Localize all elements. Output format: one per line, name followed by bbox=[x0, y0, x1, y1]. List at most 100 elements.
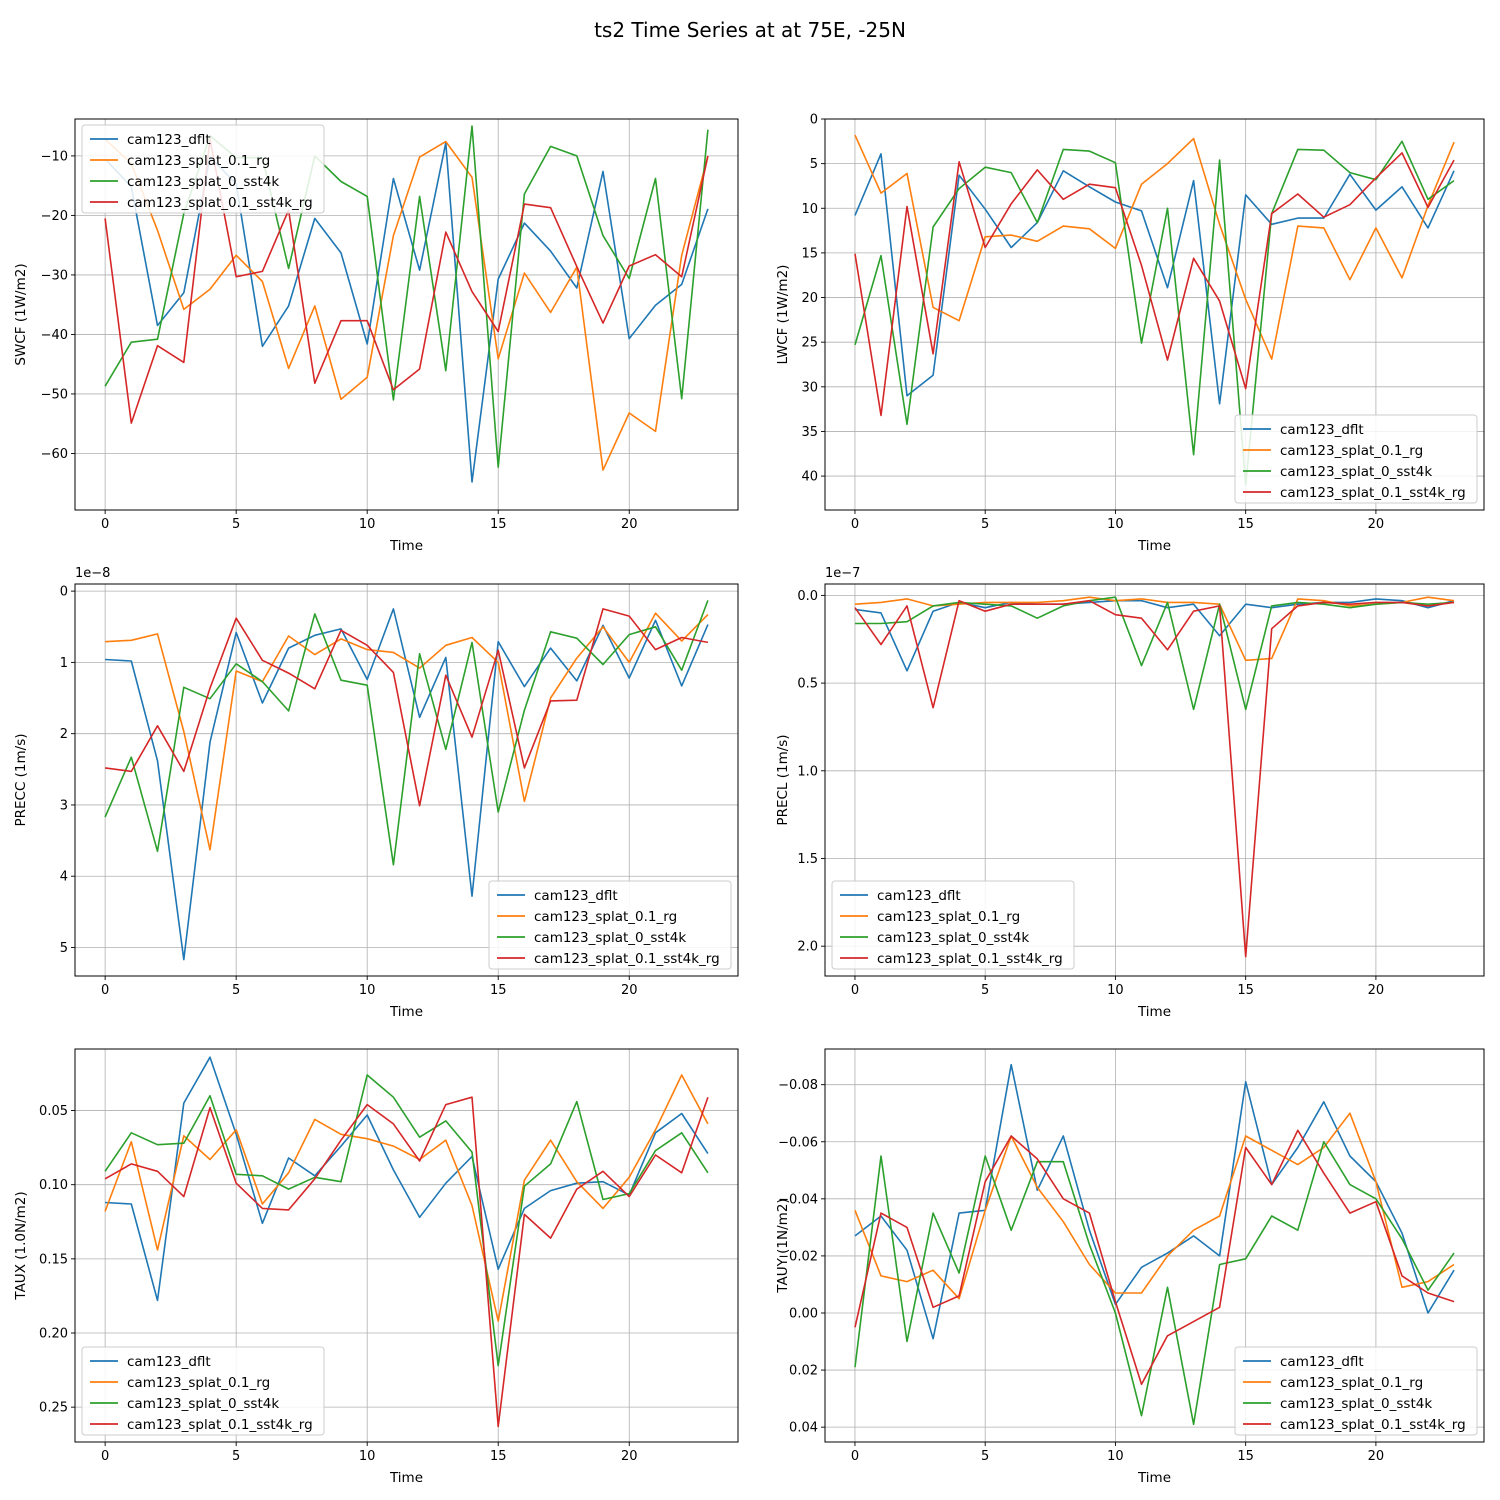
x-tick-label: 5 bbox=[981, 983, 989, 998]
axes-frame bbox=[824, 118, 1485, 511]
y-tick-label: 0 bbox=[60, 585, 68, 600]
x-tick-label: 20 bbox=[1368, 1449, 1385, 1464]
x-tick-label: 15 bbox=[1237, 1449, 1254, 1464]
legend-entry-label: cam123_splat_0_sst4k bbox=[127, 174, 279, 190]
series-line-cam123_splat_0_sst4k bbox=[104, 600, 709, 866]
axes-frame bbox=[824, 1048, 1485, 1443]
y-offset-label: 1e−8 bbox=[75, 566, 110, 581]
y-tick-label: 0.00 bbox=[789, 1306, 818, 1321]
y-axis-label: PRECC (1m/s) bbox=[13, 733, 29, 826]
y-tick-label: 20 bbox=[801, 291, 818, 306]
figure-title: ts2 Time Series at at 75E, -25N bbox=[594, 18, 906, 42]
legend-entry-label: cam123_splat_0.1_rg bbox=[127, 153, 270, 169]
legend-entry-label: cam123_splat_0_sst4k bbox=[877, 930, 1029, 946]
x-tick-label: 0 bbox=[101, 1449, 109, 1464]
subplot-1: 0 5 10 15 20 −10 −20 −30 −40 −50 −60 Time SWCF (1W/m… bbox=[13, 118, 739, 554]
y-axis-label: PRECL (1m/s) bbox=[775, 734, 791, 825]
y-tick-label: 1.0 bbox=[797, 764, 818, 779]
y-tick-label: 30 bbox=[801, 380, 818, 395]
series-line-cam123_splat_0.1_rg bbox=[854, 596, 1455, 662]
y-tick-label: −0.02 bbox=[778, 1249, 818, 1264]
series-line-cam123_splat_0.1_rg bbox=[105, 612, 709, 851]
x-tick-label: 10 bbox=[1107, 983, 1124, 998]
legend-box bbox=[1234, 1346, 1478, 1436]
legend-entry-label: cam123_splat_0.1_sst4k_rg bbox=[127, 195, 313, 211]
x-axis-label: Time bbox=[389, 538, 423, 554]
y-tick-label: 0 bbox=[810, 113, 818, 128]
y-tick-label: 2 bbox=[60, 727, 68, 742]
y-tick-label: 0.10 bbox=[39, 1178, 68, 1193]
y-axis-label: SWCF (1W/m2) bbox=[13, 263, 29, 365]
x-tick-label: 5 bbox=[232, 983, 240, 998]
y-offset-label: 1e−7 bbox=[825, 566, 860, 581]
subplot-5: 0 5 10 15 20 0.05 0.10 0.15 0.20 0.25 Time TAUX (1.… bbox=[13, 1048, 739, 1486]
x-tick-label: 10 bbox=[1107, 517, 1124, 532]
axes-frame bbox=[824, 583, 1485, 977]
y-tick-label: 0.25 bbox=[39, 1401, 68, 1416]
legend-entry-label: cam123_splat_0.1_sst4k_rg bbox=[877, 951, 1063, 967]
y-tick-label: 3 bbox=[60, 798, 68, 813]
legend-box bbox=[81, 1346, 325, 1436]
x-tick-label: 5 bbox=[232, 1449, 240, 1464]
y-tick-label: −30 bbox=[41, 268, 68, 283]
legend-box bbox=[1234, 414, 1478, 504]
legend-entry-label: cam123_dflt bbox=[877, 888, 961, 904]
x-tick-label: 20 bbox=[621, 1449, 638, 1464]
x-tick-label: 10 bbox=[1107, 1449, 1124, 1464]
legend-entry-label: cam123_splat_0.1_rg bbox=[1280, 1375, 1423, 1391]
y-tick-label: 10 bbox=[801, 202, 818, 217]
x-tick-label: 15 bbox=[490, 517, 507, 532]
axes-frame bbox=[74, 583, 739, 977]
legend-box bbox=[81, 124, 325, 214]
series-line-cam123_splat_0_sst4k bbox=[104, 1074, 709, 1367]
y-tick-label: −40 bbox=[41, 328, 68, 343]
x-axis-label: Time bbox=[389, 1470, 423, 1486]
series-line-cam123_splat_0.1_rg bbox=[104, 1074, 709, 1322]
series-line-cam123_splat_0.1_rg bbox=[854, 1112, 1455, 1300]
legend: cam123_dflt cam123_splat_0.1_rg cam123_spl… bbox=[1234, 1346, 1478, 1436]
legend-entry-label: cam123_splat_0.1_sst4k_rg bbox=[127, 1417, 313, 1433]
y-tick-label: 0.04 bbox=[789, 1421, 818, 1436]
y-tick-label: 0.20 bbox=[39, 1326, 68, 1341]
legend-entry-label: cam123_dflt bbox=[127, 132, 211, 148]
y-tick-label: 4 bbox=[60, 870, 68, 885]
legend: cam123_dflt cam123_splat_0.1_rg cam123_spl… bbox=[1234, 414, 1478, 504]
x-tick-label: 0 bbox=[101, 517, 109, 532]
x-tick-label: 15 bbox=[1237, 983, 1254, 998]
subplot-6: 0 5 10 15 20 −0.08 −0.06 −0.04 −0.02 0.00 0.02 0.04… bbox=[775, 1048, 1485, 1486]
y-tick-label: −0.04 bbox=[778, 1192, 818, 1207]
y-tick-label: 35 bbox=[801, 425, 818, 440]
y-tick-label: 0.02 bbox=[789, 1364, 818, 1379]
y-tick-label: −50 bbox=[41, 387, 68, 402]
legend-box bbox=[488, 880, 732, 970]
legend-entry-label: cam123_splat_0.1_rg bbox=[534, 909, 677, 925]
legend-entry-label: cam123_splat_0.1_sst4k_rg bbox=[534, 951, 720, 967]
y-tick-label: 0.05 bbox=[39, 1104, 68, 1119]
x-tick-label: 5 bbox=[981, 517, 989, 532]
legend-entry-label: cam123_splat_0.1_sst4k_rg bbox=[1280, 485, 1466, 501]
y-tick-label: 15 bbox=[801, 246, 818, 261]
x-tick-label: 0 bbox=[101, 983, 109, 998]
x-tick-label: 5 bbox=[232, 517, 240, 532]
legend: cam123_dflt cam123_splat_0.1_rg cam123_spl… bbox=[81, 1346, 325, 1436]
y-tick-label: −0.06 bbox=[778, 1135, 818, 1150]
y-tick-label: 0.5 bbox=[797, 677, 818, 692]
x-axis-label: Time bbox=[1137, 1004, 1171, 1020]
series-line-cam123_splat_0.1_rg bbox=[854, 134, 1455, 360]
series-line-cam123_dflt bbox=[854, 1063, 1455, 1340]
x-tick-label: 15 bbox=[1237, 517, 1254, 532]
x-tick-label: 20 bbox=[621, 983, 638, 998]
y-tick-label: 2.0 bbox=[797, 940, 818, 955]
y-axis-label: LWCF (1W/m2) bbox=[775, 265, 791, 365]
legend-entry-label: cam123_splat_0.1_rg bbox=[127, 1375, 270, 1391]
series-line-cam123_splat_0.1_sst4k_rg bbox=[854, 599, 1455, 958]
series-line-cam123_splat_0.1_sst4k_rg bbox=[104, 1096, 709, 1428]
y-tick-label: −10 bbox=[41, 149, 68, 164]
legend-entry-label: cam123_splat_0_sst4k bbox=[127, 1396, 279, 1412]
y-tick-label: 0.15 bbox=[39, 1252, 68, 1267]
y-tick-label: 0.0 bbox=[797, 589, 818, 604]
x-axis-label: Time bbox=[389, 1004, 423, 1020]
